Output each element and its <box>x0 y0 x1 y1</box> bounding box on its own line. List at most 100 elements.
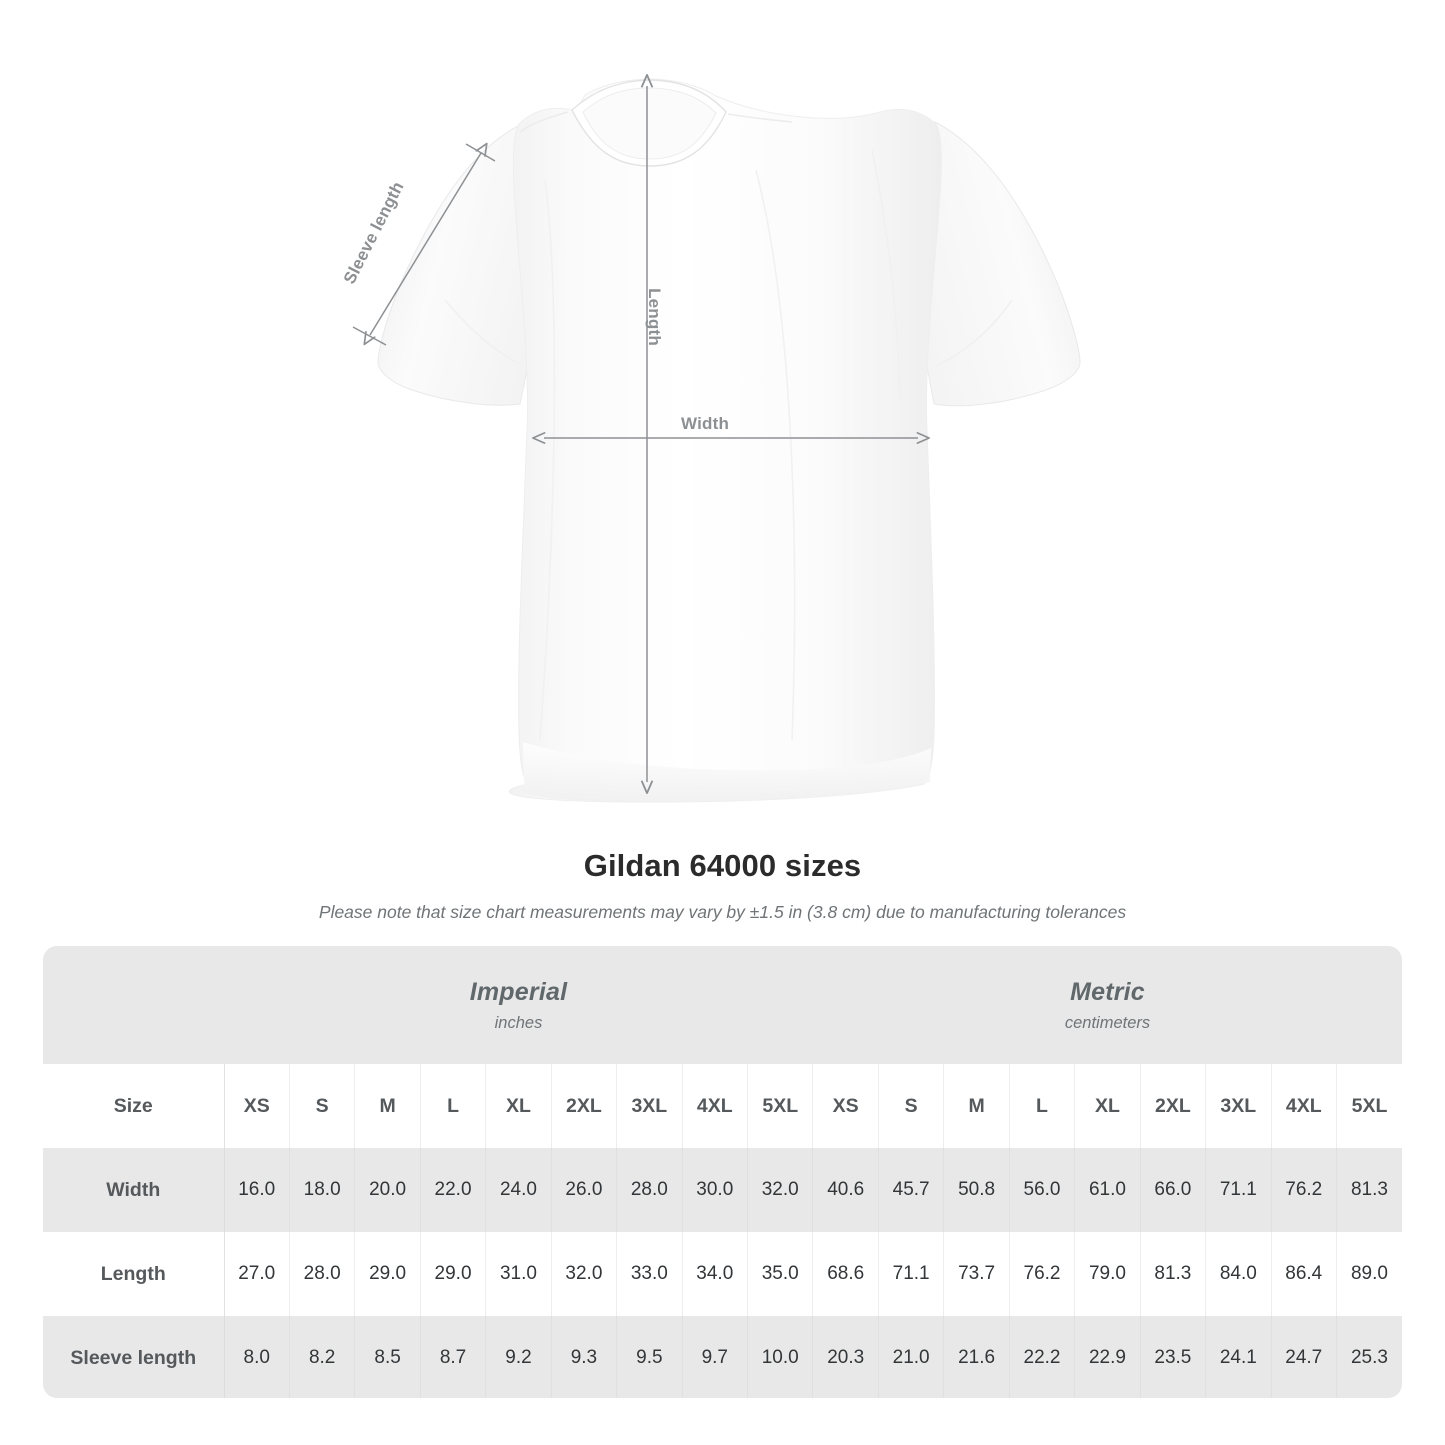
size-header-cell: XS <box>223 1064 290 1148</box>
size-header-cell: 2XL <box>550 1064 618 1148</box>
table-cell: 31.0 <box>485 1232 552 1316</box>
table-cell: 22.9 <box>1074 1316 1141 1398</box>
table-cell: 20.3 <box>812 1316 879 1398</box>
size-header-cell: 4XL <box>1270 1064 1337 1148</box>
table-cell: 9.3 <box>550 1316 618 1398</box>
size-header-cell: 3XL <box>1205 1064 1272 1148</box>
shoulder-seams <box>519 111 793 133</box>
table-cell: 81.3 <box>1335 1148 1402 1232</box>
table-cell: 21.0 <box>877 1316 945 1398</box>
size-header-cell: L <box>1008 1064 1076 1148</box>
size-chart-table: Imperial inches Metric centimeters Size … <box>43 946 1402 1398</box>
table-cell: 40.6 <box>812 1148 879 1232</box>
fabric-folds <box>444 149 1013 741</box>
unit-header-spacer <box>43 946 224 1064</box>
unit-sub-metric: centimeters <box>1064 1013 1151 1032</box>
table-cell: 9.5 <box>616 1316 683 1398</box>
table-cell: 71.1 <box>1205 1148 1272 1232</box>
table-cell: 20.0 <box>354 1148 421 1232</box>
table-cell: 9.7 <box>681 1316 749 1398</box>
table-cell: 16.0 <box>223 1148 290 1232</box>
sleeve-tick-top <box>465 143 496 162</box>
size-header-row: Size XS S M L XL 2XL 3XL 4XL 5XL XS S M … <box>43 1064 1402 1148</box>
table-cell: 32.0 <box>746 1148 814 1232</box>
unit-header-metric: Metric centimeters <box>812 946 1402 1064</box>
width-label: Width <box>681 414 730 433</box>
size-header-cell: 3XL <box>616 1064 683 1148</box>
unit-sub-imperial: inches <box>494 1013 543 1032</box>
unit-system-header-row: Imperial inches Metric centimeters <box>43 946 1402 1064</box>
size-header-cell: S <box>288 1064 356 1148</box>
table-cell: 79.0 <box>1074 1232 1141 1316</box>
table-cell: 18.0 <box>288 1148 356 1232</box>
size-header-cell: 4XL <box>681 1064 749 1148</box>
table-cell: 10.0 <box>746 1316 814 1398</box>
table-cell: 71.1 <box>877 1232 945 1316</box>
table-cell: 84.0 <box>1205 1232 1272 1316</box>
row-label-width: Width <box>43 1148 225 1232</box>
length-label: Length <box>644 288 664 346</box>
table-cell: 27.0 <box>223 1232 290 1316</box>
size-header-cell: XL <box>1074 1064 1141 1148</box>
table-cell: 8.2 <box>288 1316 356 1398</box>
table-cell: 21.6 <box>943 1316 1010 1398</box>
table-cell: 24.0 <box>485 1148 552 1232</box>
table-cell: 9.2 <box>485 1316 552 1398</box>
table-cell: 76.2 <box>1008 1232 1076 1316</box>
table-cell: 28.0 <box>616 1148 683 1232</box>
page-title: Gildan 64000 sizes <box>583 848 862 883</box>
size-chart-table-container: Imperial inches Metric centimeters Size … <box>43 946 1402 1398</box>
tshirt-shape <box>377 78 1081 803</box>
size-header-cell: XS <box>812 1064 879 1148</box>
table-cell: 56.0 <box>1008 1148 1076 1232</box>
table-cell: 24.7 <box>1270 1316 1337 1398</box>
table-cell: 73.7 <box>943 1232 1010 1316</box>
size-header-cell: L <box>419 1064 487 1148</box>
table-cell: 68.6 <box>812 1232 879 1316</box>
size-header-cell: XL <box>485 1064 552 1148</box>
table-cell: 29.0 <box>354 1232 421 1316</box>
tshirt-svg <box>352 73 1081 803</box>
row-label-length: Length <box>43 1232 225 1316</box>
table-cell: 45.7 <box>877 1148 945 1232</box>
table-row: Sleeve length 8.0 8.2 8.5 8.7 9.2 9.3 9.… <box>43 1316 1402 1398</box>
table-cell: 29.0 <box>419 1232 487 1316</box>
table-cell: 33.0 <box>616 1232 683 1316</box>
table-cell: 50.8 <box>943 1148 1010 1232</box>
table-cell: 30.0 <box>681 1148 749 1232</box>
size-corner-label: Size <box>43 1064 225 1148</box>
table-cell: 89.0 <box>1335 1232 1402 1316</box>
row-label-sleeve-length: Sleeve length <box>43 1316 225 1398</box>
table-cell: 22.2 <box>1008 1316 1076 1398</box>
size-header-cell: M <box>943 1064 1010 1148</box>
tshirt-illustration: Sleeve length Length Width <box>340 73 1081 803</box>
title-block: Gildan 64000 sizes Please note that size… <box>0 846 1445 924</box>
unit-header-imperial: Imperial inches <box>224 946 813 1064</box>
size-header-cell: 5XL <box>746 1064 814 1148</box>
table-cell: 66.0 <box>1139 1148 1207 1232</box>
table-row: Length 27.0 28.0 29.0 29.0 31.0 32.0 33.… <box>43 1232 1402 1316</box>
table-cell: 24.1 <box>1205 1316 1272 1398</box>
shirt-body <box>508 78 942 803</box>
size-header-cell: M <box>354 1064 421 1148</box>
table-cell: 35.0 <box>746 1232 814 1316</box>
size-header-cell: 5XL <box>1335 1064 1402 1148</box>
table-cell: 8.0 <box>223 1316 290 1398</box>
size-header-cell: 2XL <box>1139 1064 1207 1148</box>
table-cell: 32.0 <box>550 1232 618 1316</box>
sleeve-tick-bottom <box>352 326 387 346</box>
table-cell: 81.3 <box>1139 1232 1207 1316</box>
table-cell: 25.3 <box>1335 1316 1402 1398</box>
table-cell: 61.0 <box>1074 1148 1141 1232</box>
shirt-hem <box>520 742 931 802</box>
table-cell: 28.0 <box>288 1232 356 1316</box>
unit-name-imperial: Imperial <box>469 977 568 1006</box>
table-row: Width 16.0 18.0 20.0 22.0 24.0 26.0 28.0… <box>43 1148 1402 1232</box>
table-cell: 8.5 <box>354 1316 421 1398</box>
unit-name-metric: Metric <box>1070 977 1145 1006</box>
tolerance-note: Please note that size chart measurements… <box>318 902 1127 922</box>
dimension-arrows <box>352 73 930 795</box>
table-cell: 76.2 <box>1270 1148 1337 1232</box>
table-cell: 23.5 <box>1139 1316 1207 1398</box>
table-cell: 8.7 <box>419 1316 487 1398</box>
